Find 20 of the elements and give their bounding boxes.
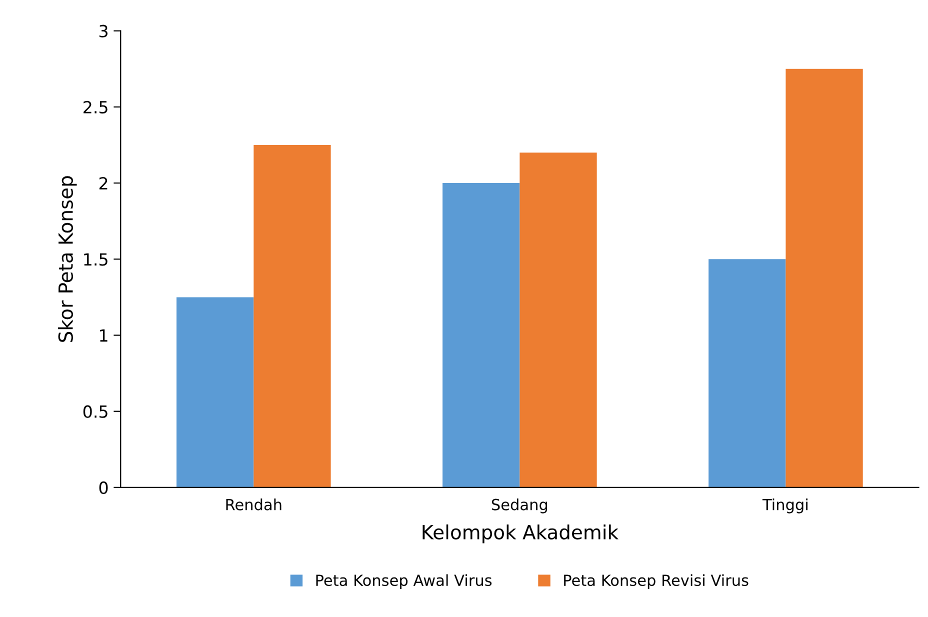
y-tick-label: 0.5 xyxy=(83,405,108,418)
bar xyxy=(520,152,597,488)
bar xyxy=(786,68,863,488)
legend-label: Peta Konsep Revisi Virus xyxy=(564,574,748,590)
y-tick-label: 1 xyxy=(100,329,108,342)
y-tick-label: 2 xyxy=(99,177,108,190)
bar xyxy=(442,183,520,488)
y-tick-label: 1.5 xyxy=(84,253,108,266)
x-axis-title: Kelompok Akademik xyxy=(422,524,618,544)
legend-label: Peta Konsep Awal Virus xyxy=(316,574,492,590)
bar xyxy=(176,297,254,488)
bar xyxy=(708,259,786,488)
y-tick-label: 2.5 xyxy=(84,100,108,114)
y-tick-label: 0 xyxy=(99,481,108,494)
x-tick-label: Tinggi xyxy=(762,498,808,514)
x-tick-label: Sedang xyxy=(492,498,548,514)
bar xyxy=(254,144,331,488)
y-axis-title: Skor Peta Konsep xyxy=(58,176,77,342)
x-tick-label: Rendah xyxy=(226,498,282,510)
y-tick-label: 3 xyxy=(100,24,108,38)
